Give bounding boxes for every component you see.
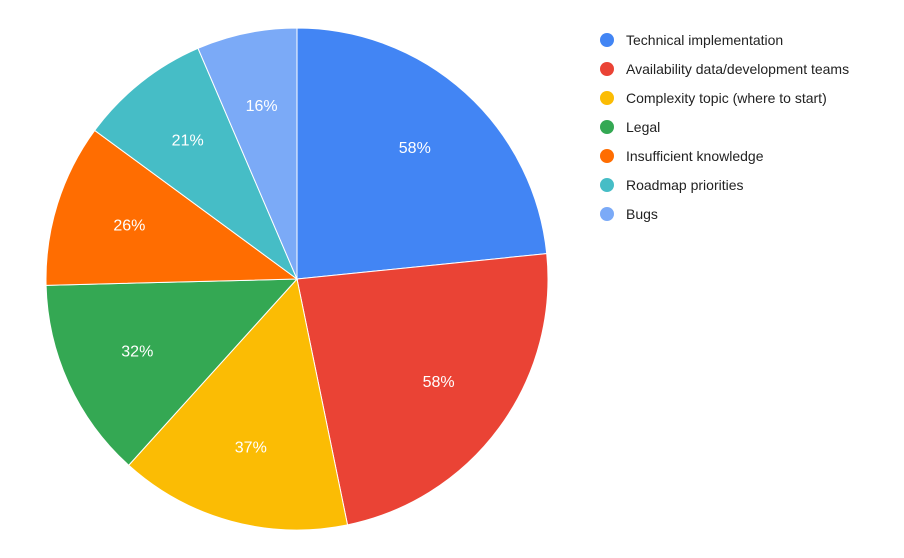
- slice-data-label-6: 21%: [172, 133, 204, 150]
- legend-item-7[interactable]: Bugs: [600, 199, 849, 228]
- legend-swatch-6: [600, 177, 614, 192]
- pie-slice-3[interactable]: [128, 277, 349, 531]
- legend-swatch-3: [600, 90, 614, 105]
- slice-data-label-1: 58%: [399, 140, 431, 157]
- slice-data-label-7: 16%: [246, 98, 278, 115]
- legend-label-2: Availability data/development teams: [626, 60, 850, 77]
- legend-swatch-2: [600, 61, 614, 76]
- legend-swatch-1: [600, 32, 614, 47]
- pie-slice-7[interactable]: [197, 27, 298, 280]
- slice-data-label-4: 32%: [121, 344, 153, 361]
- legend-label-5: Insufficient knowledge: [626, 147, 764, 164]
- chart-legend: Technical implementation Availability dat…: [600, 25, 849, 228]
- legend-item-1[interactable]: Technical implementation: [600, 25, 849, 54]
- pie-slice-5[interactable]: [45, 129, 299, 286]
- slice-data-label-3: 37%: [235, 440, 267, 457]
- legend-label-3: Complexity topic (where to start): [626, 89, 827, 106]
- legend-swatch-4: [600, 119, 614, 134]
- legend-swatch-7: [600, 206, 614, 221]
- pie-slice-4[interactable]: [45, 278, 299, 466]
- legend-label-7: Bugs: [626, 205, 658, 222]
- legend-item-6[interactable]: Roadmap priorities: [600, 170, 849, 199]
- legend-item-3[interactable]: Complexity topic (where to start): [600, 83, 849, 112]
- pie-slice-1[interactable]: [296, 27, 548, 280]
- legend-label-1: Technical implementation: [626, 31, 784, 48]
- pie-slice-2[interactable]: [296, 253, 549, 526]
- legend-item-4[interactable]: Legal: [600, 112, 849, 141]
- legend-item-2[interactable]: Availability data/development teams: [600, 54, 849, 83]
- legend-label-6: Roadmap priorities: [626, 176, 744, 193]
- slice-data-label-2: 58%: [423, 374, 455, 391]
- slice-data-label-5: 26%: [113, 218, 145, 235]
- legend-item-5[interactable]: Insufficient knowledge: [600, 141, 849, 170]
- pie-slice-6[interactable]: [93, 47, 299, 281]
- legend-swatch-5: [600, 148, 614, 163]
- legend-label-4: Legal: [626, 118, 661, 135]
